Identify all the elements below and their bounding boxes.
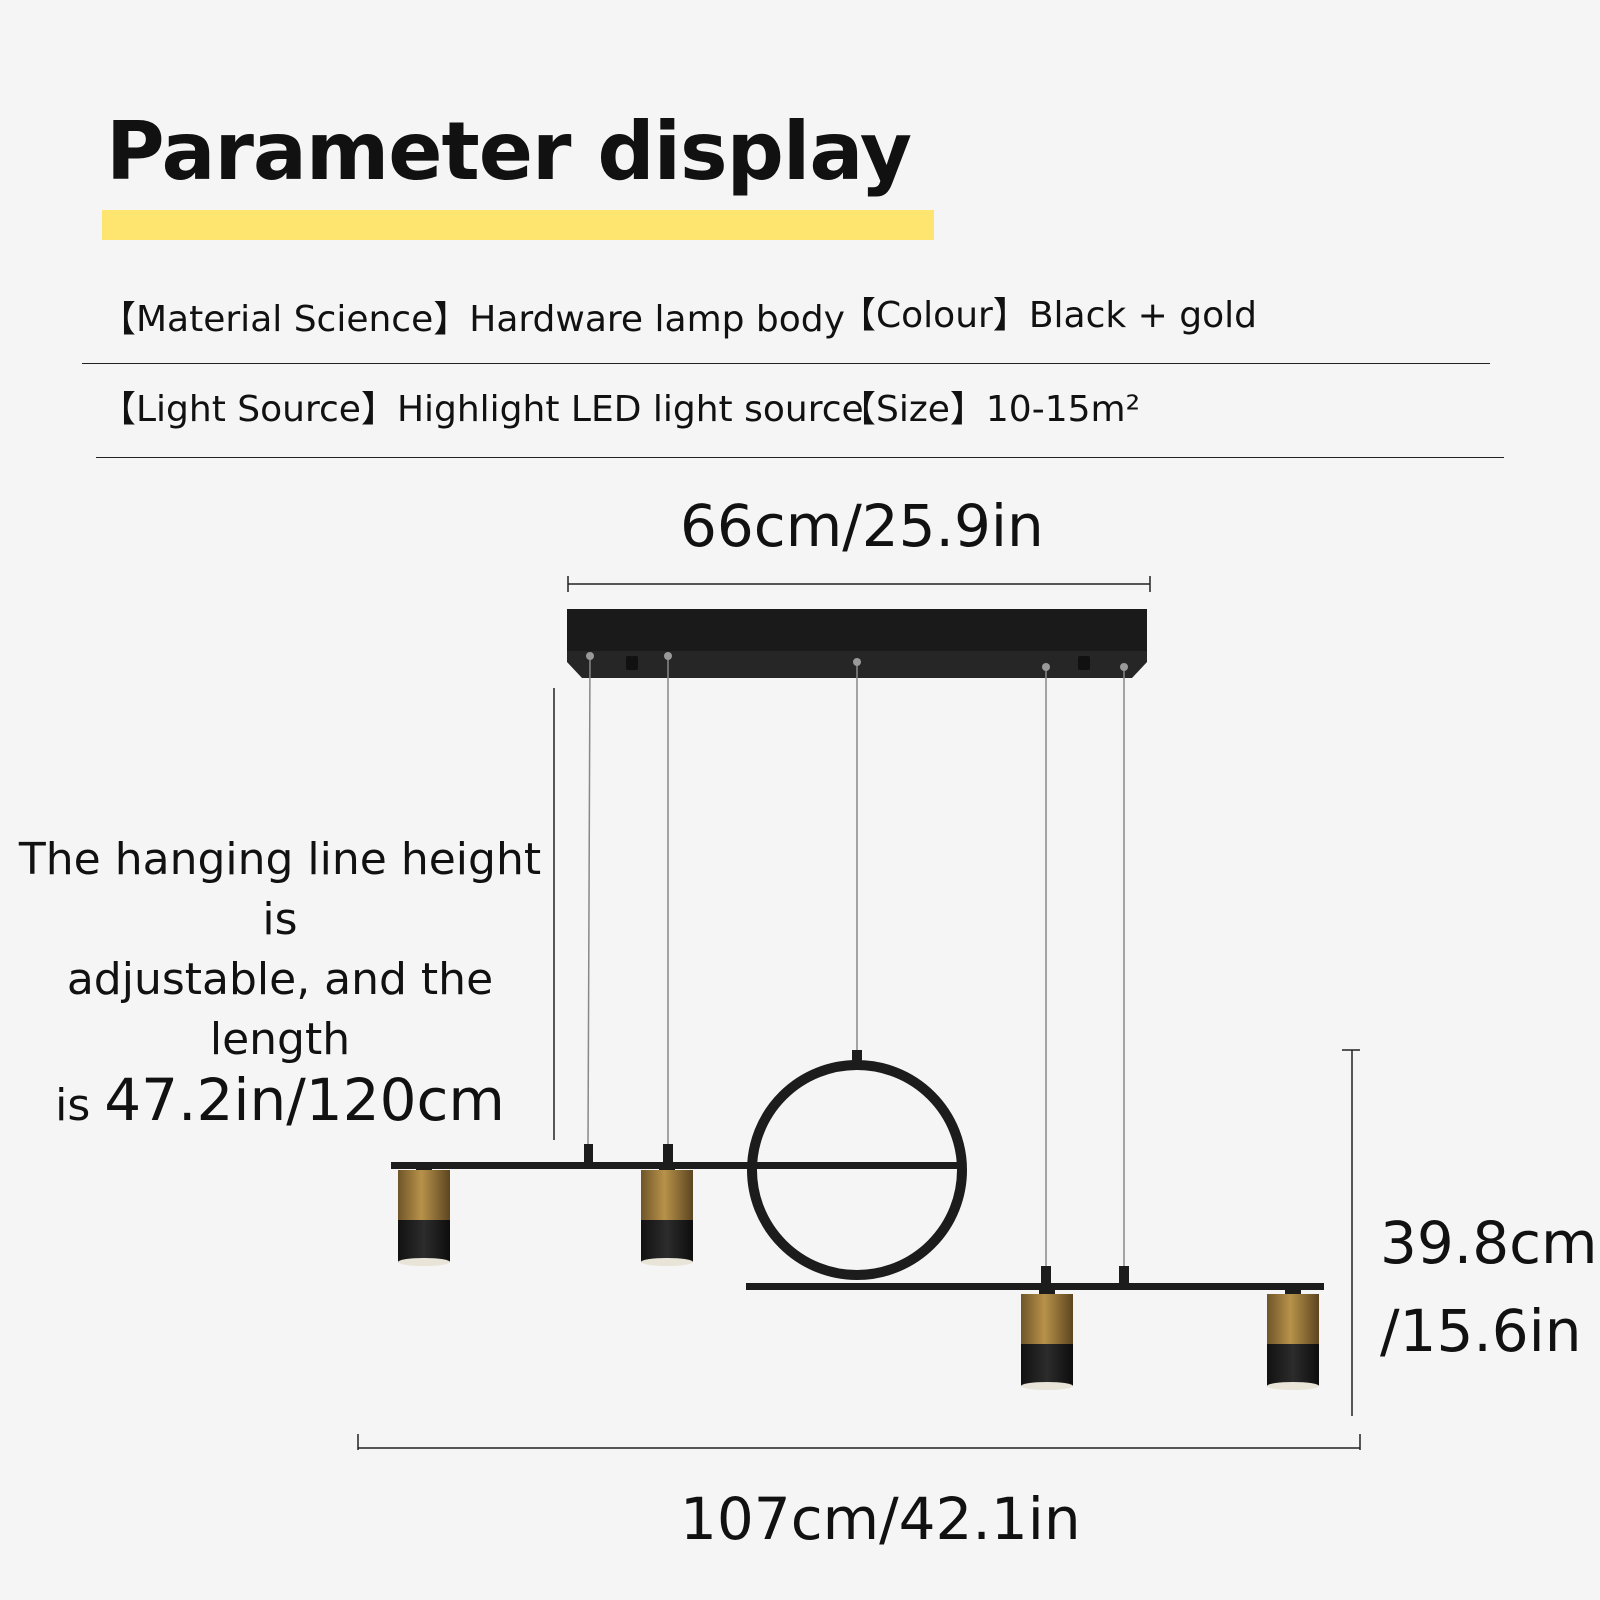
body-height-dimension-line [1342,1049,1360,1416]
spec-divider-2 [96,457,1504,458]
spec-material: 【Material Science】Hardware lamp body [100,302,845,338]
hanging-note-line-3: is 47.2in/120cm [10,1070,550,1136]
body-height-label-1: 39.8cm [1380,1209,1598,1277]
spec-divider-1 [82,363,1490,364]
spec-size: 【Size】10-15m² [840,392,1140,428]
upper-arm [391,1144,966,1169]
body-height-label-2: /15.6in [1380,1297,1582,1365]
wire-anchors [586,652,1128,671]
spec-material-label: 【Material Science】 [100,299,470,340]
hanging-note-line-2: adjustable, and the length [66,954,494,1065]
spec-size-value: 10-15m² [985,389,1141,430]
spec-colour-value: Black + gold [1028,295,1257,336]
title-underline-bar [102,210,934,240]
total-width-label: 107cm/42.1in [680,1485,1081,1553]
page-title: Parameter display [106,105,912,198]
spotlights [398,1164,1319,1390]
spec-material-value: Hardware lamp body [469,299,845,340]
spotlight-3 [1021,1288,1073,1390]
canopy-width-label: 66cm/25.9in [680,492,1044,560]
hanging-note-prefix: is [55,1080,91,1131]
hanging-note-line-1: The hanging line height is [18,834,542,945]
total-width-dimension-line [357,1434,1361,1450]
ring-light [747,1050,967,1280]
hanging-note-length: 47.2in/120cm [104,1066,505,1134]
dimension-lines [357,576,1361,1450]
spotlight-4 [1267,1288,1319,1390]
spec-size-label: 【Size】 [840,389,986,430]
spec-colour-label: 【Colour】 [840,295,1029,336]
spec-light-source: 【Light Source】Highlight LED light source [100,392,864,428]
spotlight-2 [641,1164,693,1266]
spec-light-source-label: 【Light Source】 [100,389,397,430]
hanging-line-note: The hanging line height is adjustable, a… [10,830,550,1136]
spec-light-source-value: Highlight LED light source [396,389,864,430]
lower-arm [746,1266,1324,1290]
canopy-width-dimension-line [567,576,1151,592]
spec-colour: 【Colour】Black + gold [840,298,1257,334]
hanging-wires [587,655,1125,1270]
spotlight-1 [398,1164,450,1266]
